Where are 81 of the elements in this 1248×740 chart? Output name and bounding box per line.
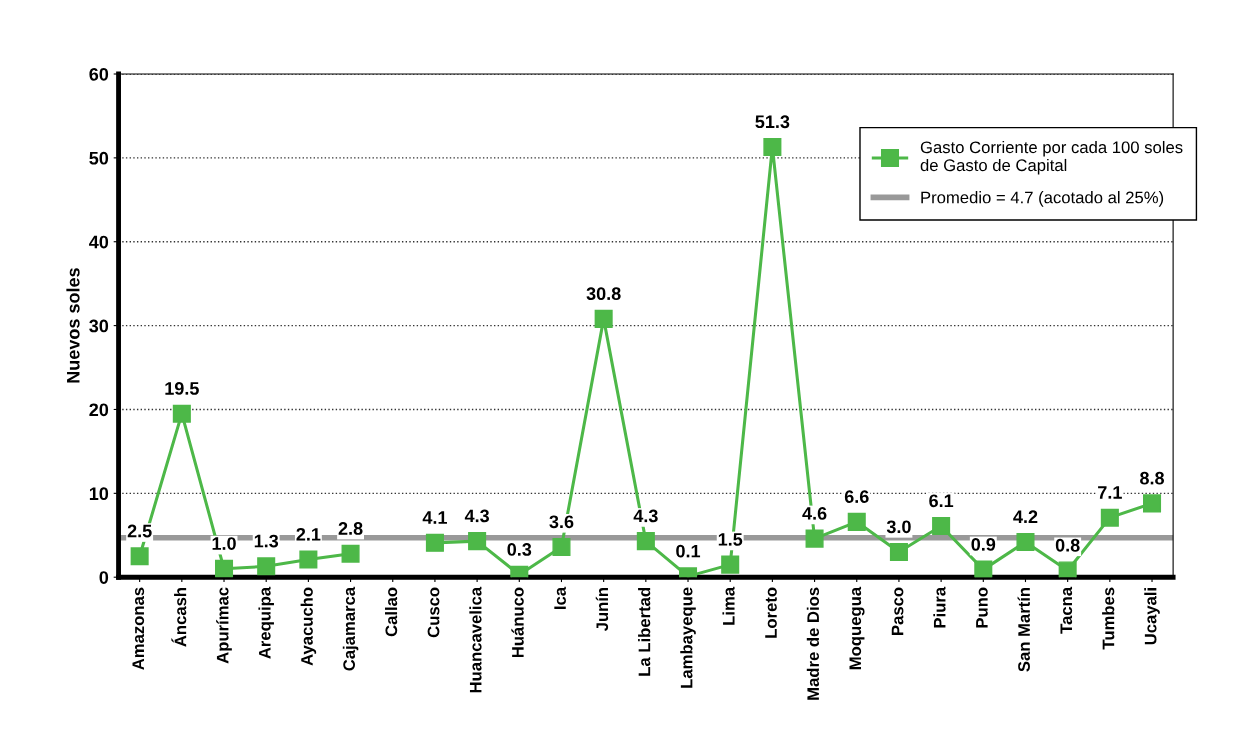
text: 3.0 — [886, 520, 911, 534]
y-tick-label: 0 — [99, 571, 109, 584]
point — [341, 544, 360, 563]
point — [763, 137, 782, 156]
x-tick-label: Tacna — [1060, 586, 1073, 634]
y-tick-label: 20 — [89, 403, 109, 417]
y-tick-label: 10 — [89, 487, 109, 501]
point — [594, 309, 613, 328]
x-tick-label: San Martín — [1017, 587, 1030, 672]
point — [932, 517, 951, 536]
text: 4.1 — [422, 511, 447, 524]
point — [552, 537, 571, 557]
point — [425, 533, 444, 552]
point — [889, 543, 908, 562]
text: 2.5 — [127, 524, 152, 538]
point — [214, 559, 234, 578]
x-tick-label: Junín — [595, 587, 609, 632]
text: 3.6 — [549, 515, 574, 529]
x-tick-label: Lima — [722, 586, 735, 625]
x-tick-label: Cajamarca — [342, 586, 359, 671]
x-tick-label: Tumbes — [1102, 587, 1115, 650]
text: 2.8 — [338, 522, 363, 535]
text: 6.1 — [929, 494, 954, 508]
x-tick-label: Piura — [933, 586, 946, 628]
text: 51.3 — [755, 115, 790, 129]
point — [1058, 561, 1077, 578]
point — [130, 547, 149, 566]
x-tick-label: Arequipa — [258, 586, 274, 659]
x-tick-label: Áncash — [171, 587, 187, 647]
point — [847, 512, 866, 531]
point — [721, 555, 740, 574]
text: 4.3 — [464, 509, 490, 523]
x-tick-label: Ucayali — [1144, 588, 1160, 645]
y-axis-title: Nuevos soles — [66, 268, 80, 383]
x-tick-label: Pasco — [891, 587, 904, 635]
point — [1100, 508, 1119, 527]
y-tick-label: 30 — [89, 319, 109, 333]
text: 1.0 — [212, 537, 236, 550]
text: 2.1 — [296, 527, 321, 541]
text: 8.8 — [1140, 471, 1165, 485]
x-tick-label: Madre de Dios — [806, 587, 820, 700]
y-tick-label: 60 — [89, 67, 109, 81]
x-tick-label: Callao — [384, 587, 398, 637]
text: 0.1 — [676, 544, 701, 558]
point — [299, 550, 318, 569]
text: 1.3 — [254, 534, 279, 548]
x-tick-label: Loreto — [765, 587, 777, 638]
y-tick-label: 50 — [89, 151, 109, 165]
point — [468, 532, 487, 551]
x-tick-label: Apurímac — [216, 587, 232, 664]
point — [257, 557, 276, 576]
point — [172, 404, 191, 423]
y-tick-label: 40 — [89, 235, 109, 249]
x-tick-label: Amazonas — [132, 587, 145, 670]
x-tick-label: Lambayeque — [680, 587, 696, 688]
x-tick-label: Huánuco — [511, 587, 524, 658]
point — [1143, 494, 1162, 513]
x-tick-label: Cusco — [427, 587, 440, 638]
text: 0.9 — [971, 538, 996, 551]
x-tick-label: Huancavelica — [469, 586, 482, 693]
legend-label: Promedio = 4.7 (acotado al 25%) — [921, 191, 1164, 207]
text: 7.1 — [1098, 486, 1122, 499]
text: 4.3 — [633, 509, 658, 523]
x-tick-label: La Libertad — [638, 588, 651, 676]
x-tick-label: Puno — [976, 587, 988, 628]
x-tick-label: Ica — [554, 586, 566, 609]
text: 19.5 — [165, 382, 199, 395]
point — [805, 529, 824, 548]
text: 4.2 — [1013, 510, 1038, 523]
point — [1016, 532, 1035, 552]
text: 6.6 — [844, 490, 869, 503]
legend-label: Gasto Corriente por cada 100 soles de Gasto de Capital — [920, 140, 1183, 175]
text: 0.3 — [507, 543, 532, 556]
text: 4.6 — [802, 506, 827, 520]
text: 30.8 — [586, 287, 621, 301]
point — [636, 532, 655, 551]
text: 0.8 — [1055, 538, 1080, 552]
x-tick-label: Ayacucho — [300, 587, 317, 666]
point — [974, 560, 993, 578]
text: 1.5 — [718, 533, 743, 546]
x-tick-label: Moquegua — [849, 586, 865, 670]
